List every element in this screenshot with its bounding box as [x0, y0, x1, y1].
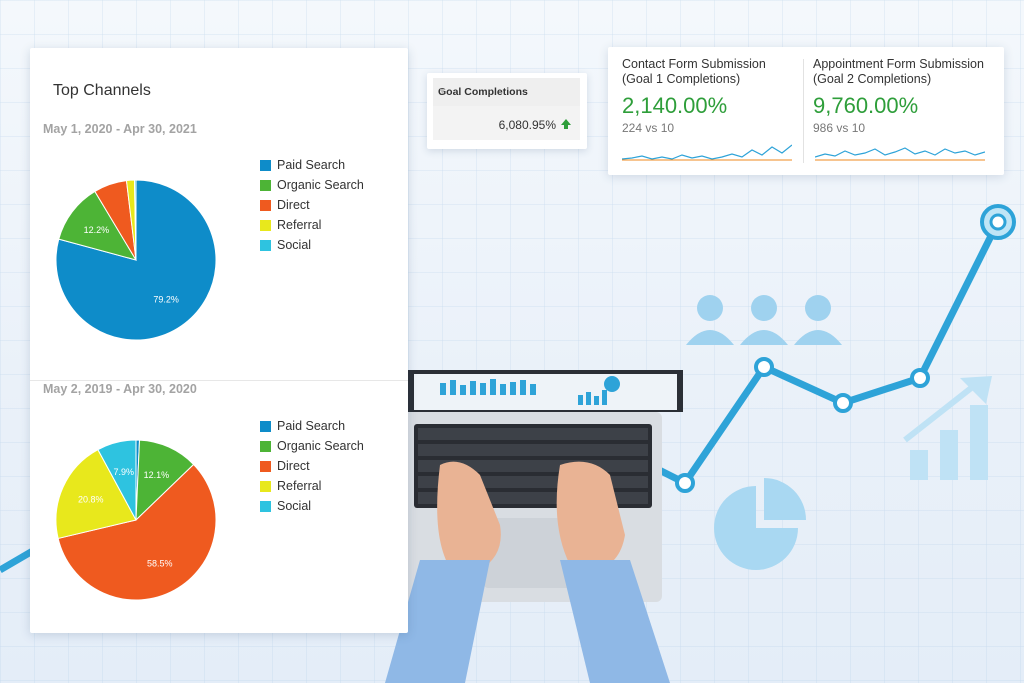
goal-2-metric: Appointment Form Submission (Goal 2 Comp… [813, 57, 999, 135]
pie-slice-organic-search[interactable] [135, 439, 195, 522]
legend-item: Referral [260, 215, 364, 235]
legend-label: Social [277, 238, 312, 252]
goal-2-subtitle: (Goal 2 Completions) [813, 72, 932, 86]
legend-item: Referral [260, 476, 364, 496]
date-range-previous: May 2, 2019 - Apr 30, 2020 [43, 382, 197, 396]
legend-label: Paid Search [277, 419, 346, 433]
pie-chart-previous: 12.1% 58.5% 20.8% 7.9% [55, 439, 217, 601]
goal-2-comparison: 986 vs 10 [813, 121, 866, 135]
legend-label: Direct [277, 459, 310, 473]
goal-completions-header[interactable]: Goal Completions ▼ [433, 78, 580, 106]
legend-swatch [260, 239, 271, 251]
pie-slice-label: 20.8% [78, 495, 104, 505]
goal-completions-value: 6,080.95% [498, 118, 556, 132]
top-channels-card: Top Channels May 1, 2020 - Apr 30, 2021 … [30, 48, 408, 633]
goal-completions-card: Goal Completions ▼ 6,080.95% [427, 73, 587, 149]
pie-chart-current: 79.2% 12.2% [55, 179, 217, 341]
laptop-illustration [385, 370, 683, 683]
legend-label: Referral [277, 218, 322, 232]
goal-completions-body: 6,080.95% [433, 106, 580, 140]
legend-current: Paid Search Organic Search Direct Referr… [260, 155, 364, 255]
pie-chart-icon [714, 478, 806, 570]
legend-swatch [260, 159, 271, 171]
legend-previous: Paid Search Organic Search Direct Referr… [260, 416, 364, 516]
legend-swatch [260, 460, 271, 472]
legend-item: Paid Search [260, 416, 364, 436]
goal-1-subtitle: (Goal 1 Completions) [622, 72, 741, 86]
legend-swatch [260, 179, 271, 191]
up-arrow-icon [561, 119, 571, 129]
goals-divider [803, 59, 804, 163]
goal-2-sparkline [815, 147, 985, 161]
legend-item: Social [260, 496, 364, 516]
goals-metrics-card: Contact Form Submission (Goal 1 Completi… [608, 47, 1004, 175]
legend-label: Social [277, 499, 312, 513]
date-range-current: May 1, 2020 - Apr 30, 2021 [43, 122, 197, 136]
card-divider [30, 380, 408, 381]
legend-item: Organic Search [260, 436, 364, 456]
growth-chart-icon [903, 376, 992, 480]
legend-swatch [260, 420, 271, 432]
goal-completions-title: Goal Completions [438, 86, 528, 98]
goal-1-sparkline [622, 144, 792, 161]
pie-slice-social[interactable] [97, 439, 137, 521]
pie-slice-label: 12.2% [84, 225, 110, 235]
pie-slice-social[interactable] [133, 179, 137, 261]
legend-label: Direct [277, 198, 310, 212]
legend-item: Direct [260, 195, 364, 215]
goal-1-comparison: 224 vs 10 [622, 121, 675, 135]
legend-label: Organic Search [277, 178, 364, 192]
legend-label: Paid Search [277, 158, 346, 172]
goal-2-name: Appointment Form Submission [813, 57, 984, 71]
legend-swatch [260, 219, 271, 231]
pie-slice-label: 79.2% [153, 294, 179, 304]
legend-item: Paid Search [260, 155, 364, 175]
users-icon [686, 295, 842, 345]
legend-item: Social [260, 235, 364, 255]
pie-slice-label: 12.1% [144, 470, 170, 480]
goal-1-name: Contact Form Submission [622, 57, 766, 71]
legend-swatch [260, 480, 271, 492]
pie-slice-organic-search[interactable] [58, 190, 138, 261]
pie-slice-label: 58.5% [147, 559, 173, 569]
goal-1-change: 2,140.00% [622, 93, 728, 118]
legend-item: Direct [260, 456, 364, 476]
legend-label: Organic Search [277, 439, 364, 453]
goal-1-metric: Contact Form Submission (Goal 1 Completi… [622, 57, 808, 135]
trend-point [675, 357, 930, 493]
legend-swatch [260, 440, 271, 452]
sort-icon[interactable]: ▼ [438, 86, 447, 96]
pie-slice-label: 7.9% [114, 467, 135, 477]
legend-swatch [260, 199, 271, 211]
pie-slice-referral[interactable] [55, 448, 137, 540]
pie-slice-direct[interactable] [57, 463, 217, 601]
goal-2-change: 9,760.00% [813, 93, 919, 118]
legend-label: Referral [277, 479, 322, 493]
legend-item: Organic Search [260, 175, 364, 195]
legend-swatch [260, 500, 271, 512]
card-title: Top Channels [53, 82, 151, 99]
